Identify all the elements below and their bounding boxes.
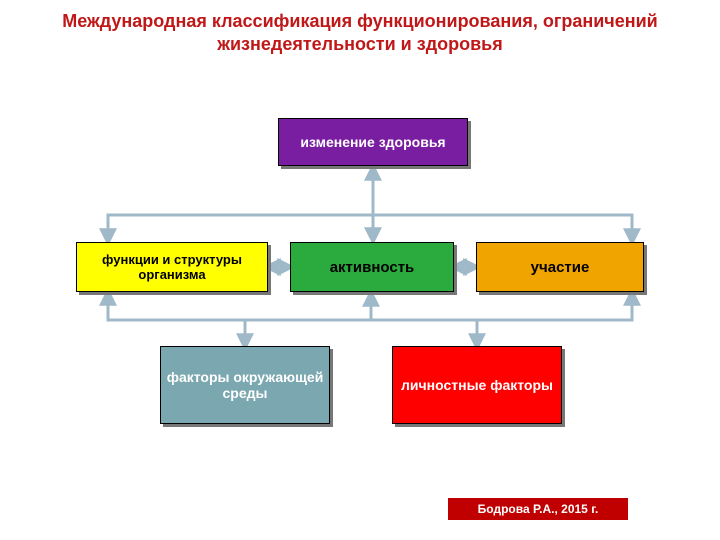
node-activity: активность [290,242,454,292]
node-environment: факторы окружающей среды [160,346,330,424]
footer-credit: Бодрова Р.А., 2015 г. [448,498,628,520]
page-title: Международная классификация функциониров… [0,0,720,55]
node-participation: участие [476,242,644,292]
node-functions: функции и структуры организма [76,242,268,292]
node-personal: личностные факторы [392,346,562,424]
node-health: изменение здоровья [278,118,468,166]
